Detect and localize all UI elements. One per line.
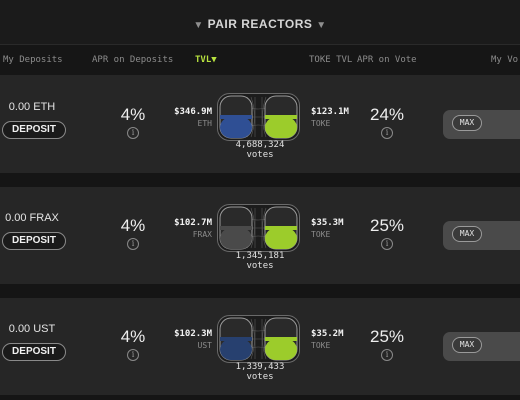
token-fill — [220, 228, 252, 249]
apr-on-deposits-value: 4% — [120, 105, 146, 124]
column-apr-on-deposits[interactable]: APR on Deposits — [92, 55, 174, 65]
token-fill — [220, 117, 252, 138]
reactor-row: 0.00 ETH DEPOSIT 4% i $346.9M ETH 4,688,… — [0, 76, 520, 173]
apr-on-vote-value: 25% — [369, 327, 405, 346]
apr-on-deposits-value: 4% — [120, 216, 146, 235]
toke-fill — [265, 339, 297, 360]
apr-on-vote-value: 25% — [369, 216, 405, 235]
votes-count: 1,345,181 — [235, 251, 285, 261]
column-tvl-label: TVL — [195, 55, 212, 65]
toke-tvl-value: $123.1M — [311, 107, 349, 117]
tvl-value: $102.3M — [174, 329, 212, 339]
info-icon[interactable]: i — [381, 238, 393, 250]
max-button[interactable]: MAX — [452, 226, 482, 242]
info-icon[interactable]: i — [127, 349, 139, 361]
info-icon[interactable]: i — [381, 127, 393, 139]
column-my-deposits[interactable]: My Deposits — [3, 55, 63, 65]
info-icon[interactable]: i — [381, 349, 393, 361]
toke-tvl-symbol: TOKE — [311, 230, 331, 239]
divider — [0, 395, 520, 400]
reactor-row: 0.00 FRAX DEPOSIT 4% i $102.7M FRAX 1,34… — [0, 187, 520, 284]
column-toke-tvl[interactable]: TOKE TVL — [309, 55, 353, 65]
apr-on-vote-value: 24% — [369, 105, 405, 124]
toke-tvl-value: $35.3M — [311, 218, 344, 228]
apr-on-deposits-value: 4% — [120, 327, 146, 346]
info-icon[interactable]: i — [127, 238, 139, 250]
tvl-value: $102.7M — [174, 218, 212, 228]
tvl-symbol: UST — [197, 341, 212, 350]
info-icon[interactable]: i — [127, 127, 139, 139]
votes-count: 4,688,324 — [235, 140, 285, 150]
deposit-button[interactable]: DEPOSIT — [2, 232, 66, 250]
token-fill — [220, 339, 252, 360]
deposit-button[interactable]: DEPOSIT — [2, 121, 66, 139]
section-title[interactable]: ▼ PAIR REACTORS ▼ — [0, 17, 520, 31]
reactor-visual — [217, 93, 300, 141]
max-button[interactable]: MAX — [452, 115, 482, 131]
my-deposit-amount: 0.00 FRAX — [5, 212, 59, 224]
triangle-down-icon: ▼ — [193, 20, 204, 31]
top-bar: ▼ PAIR REACTORS ▼ — [0, 0, 520, 45]
deposit-button[interactable]: DEPOSIT — [2, 343, 66, 361]
my-deposit-amount: 0.00 ETH — [8, 101, 56, 113]
column-tvl[interactable]: TVL▼ — [195, 55, 217, 65]
table-header: My Deposits APR on Deposits TVL▼ TOKE TV… — [0, 45, 520, 76]
tvl-symbol: ETH — [197, 119, 212, 128]
votes-label: votes — [246, 372, 274, 382]
toke-tvl-symbol: TOKE — [311, 119, 331, 128]
column-my-vote[interactable]: My Vo — [491, 55, 519, 65]
reactor-visual — [217, 204, 300, 252]
tvl-symbol: FRAX — [192, 230, 212, 239]
divider — [0, 284, 520, 298]
divider — [0, 173, 520, 187]
votes-label: votes — [246, 261, 274, 271]
max-button[interactable]: MAX — [452, 337, 482, 353]
votes-label: votes — [246, 150, 274, 160]
toke-tvl-symbol: TOKE — [311, 341, 331, 350]
my-deposit-amount: 0.00 UST — [8, 323, 56, 335]
toke-fill — [265, 117, 297, 138]
section-title-label: PAIR REACTORS — [207, 17, 313, 31]
votes-count: 1,339,433 — [235, 362, 285, 372]
toke-fill — [265, 228, 297, 249]
reactor-row: 0.00 UST DEPOSIT 4% i $102.3M UST 1,339,… — [0, 298, 520, 395]
tvl-value: $346.9M — [174, 107, 212, 117]
triangle-down-icon: ▼ — [316, 20, 327, 31]
sort-down-icon: ▼ — [211, 55, 217, 65]
reactor-visual — [217, 315, 300, 363]
toke-tvl-value: $35.2M — [311, 329, 344, 339]
column-apr-on-vote[interactable]: APR on Vote — [357, 55, 417, 65]
